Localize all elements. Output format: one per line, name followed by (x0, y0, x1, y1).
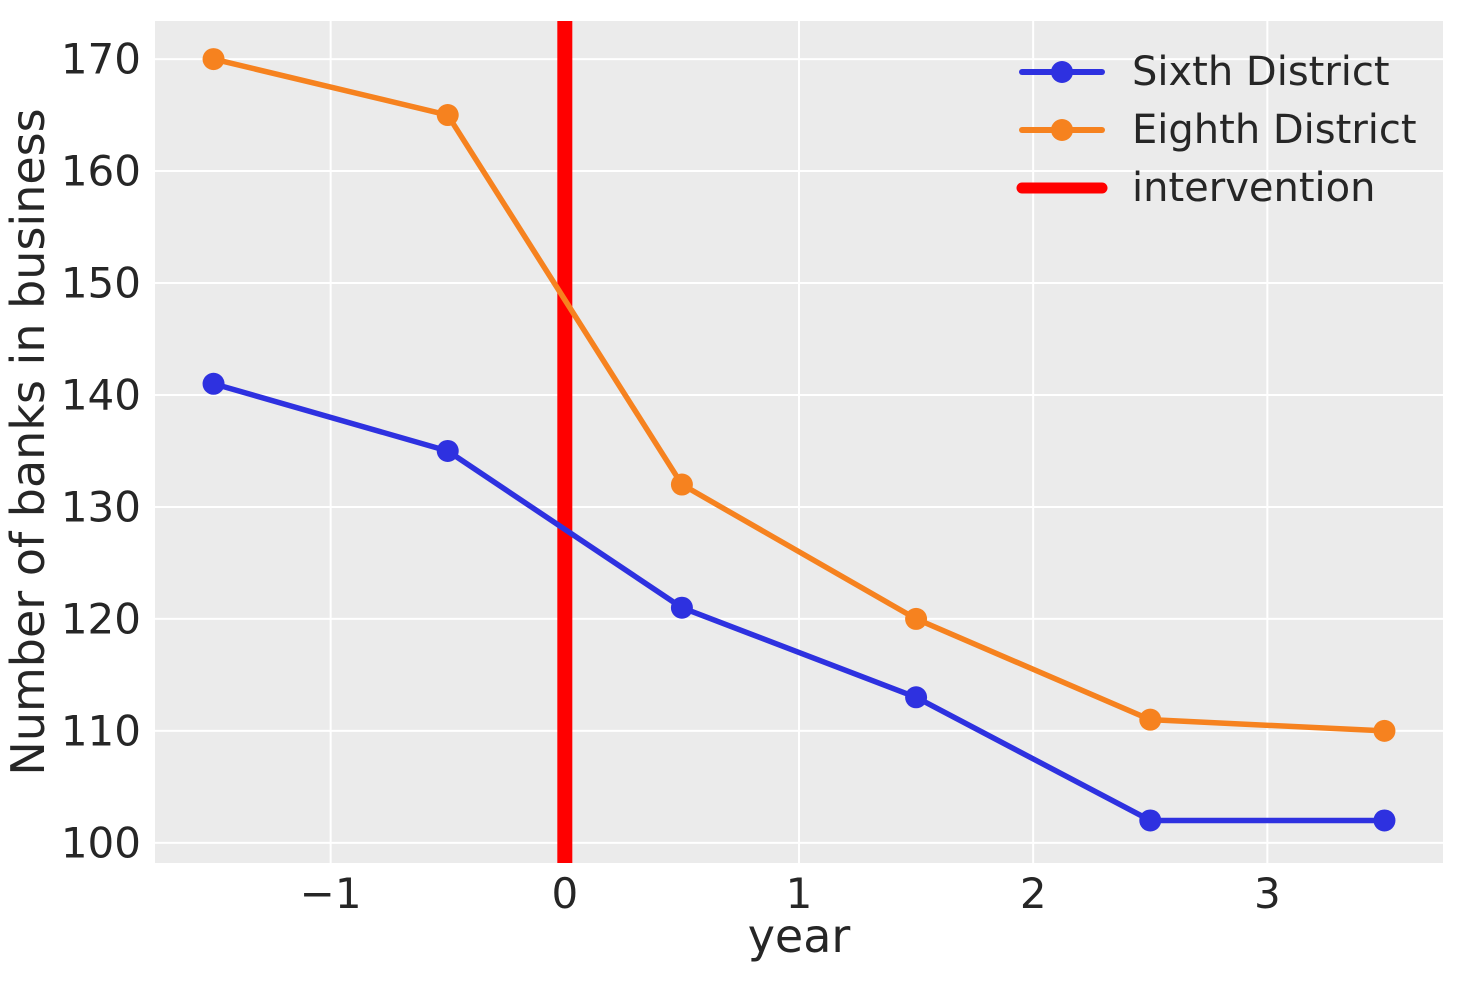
y-tick-label: 150 (61, 259, 141, 308)
data-point-marker-eighth-district (436, 104, 459, 127)
legend-marker-eighth-district (1051, 119, 1073, 141)
data-point-marker-sixth-district (905, 686, 928, 709)
y-axis-label: Number of banks in business (1, 108, 55, 775)
y-tick-label: 170 (61, 35, 141, 84)
y-tick-label: 100 (61, 818, 141, 867)
data-point-marker-eighth-district (202, 48, 225, 71)
x-tick-label: 1 (786, 869, 813, 918)
x-tick-label: 2 (1020, 869, 1047, 918)
legend-label-sixth-district: Sixth District (1132, 49, 1390, 95)
data-point-marker-sixth-district (202, 372, 225, 395)
y-tick-label: 130 (61, 482, 141, 531)
data-point-marker-sixth-district (436, 439, 459, 462)
x-axis-label: year (748, 909, 851, 963)
series-line-eighth-district (212, 56, 1385, 734)
data-point-marker-eighth-district (1373, 719, 1396, 742)
y-tick-label: 140 (61, 370, 141, 419)
x-tick-label: 3 (1254, 869, 1281, 918)
data-point-marker-sixth-district (1139, 809, 1162, 832)
data-point-marker-eighth-district (905, 607, 928, 630)
data-point-marker-sixth-district (1373, 809, 1396, 832)
data-point-marker-sixth-district (670, 596, 693, 619)
x-tick-label: 0 (551, 869, 578, 918)
data-point-marker-eighth-district (1139, 708, 1162, 731)
series-line-sixth-district (212, 381, 1385, 824)
y-tick-label: 160 (61, 147, 141, 196)
data-point-marker-eighth-district (670, 473, 693, 496)
legend-label-eighth-district: Eighth District (1132, 107, 1417, 153)
legend-label-intervention: intervention (1132, 165, 1375, 211)
y-tick-label: 120 (61, 594, 141, 643)
x-tick-label: −1 (300, 869, 362, 918)
y-tick-label: 110 (61, 706, 141, 755)
legend-marker-sixth-district (1051, 61, 1073, 83)
